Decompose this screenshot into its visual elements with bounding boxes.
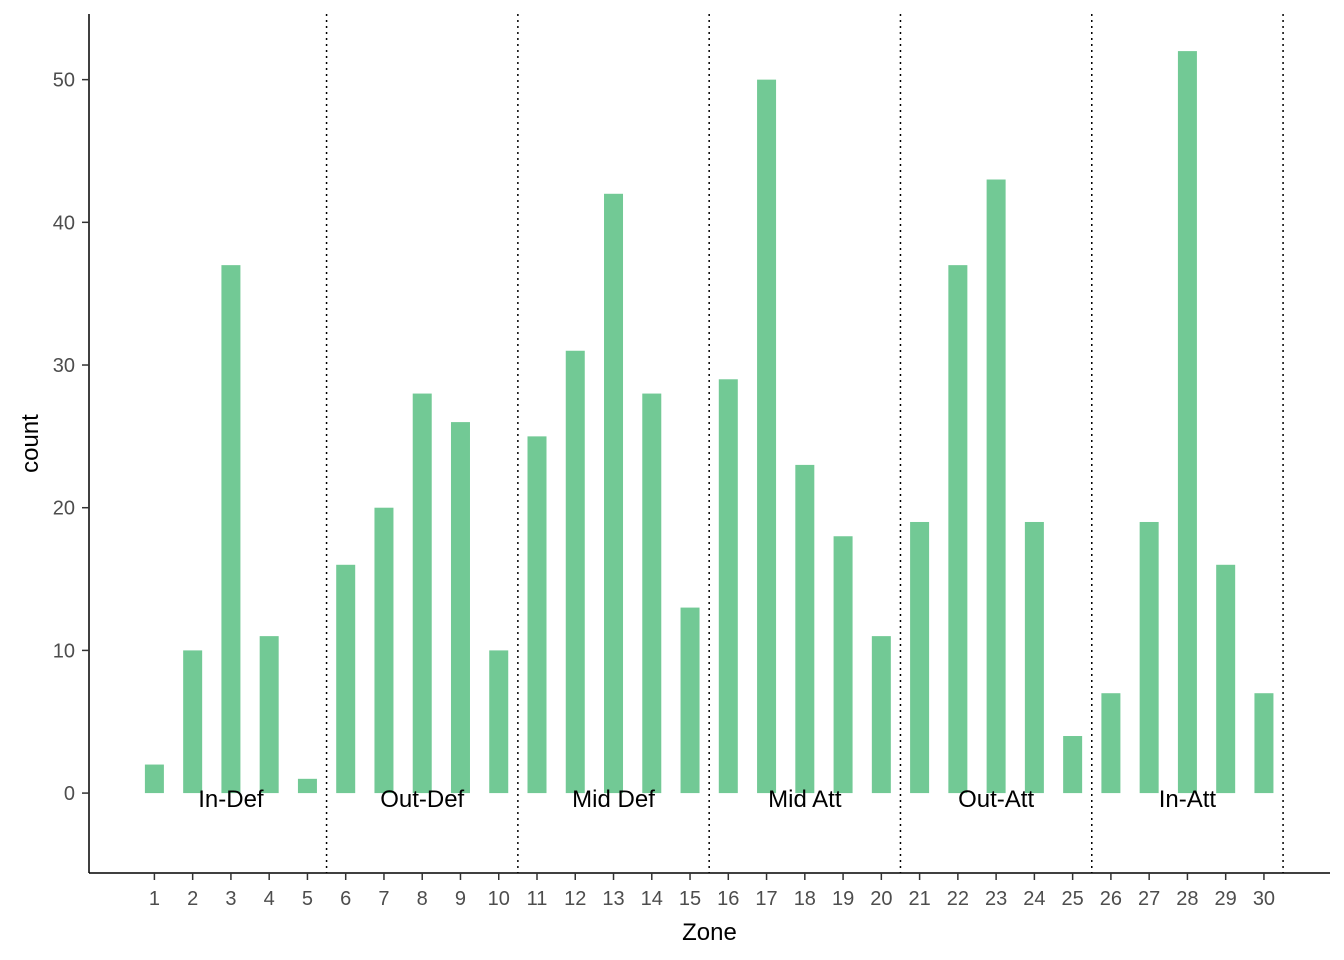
x-tick-label: 19 [832,888,854,910]
region-labels: In-Def Out-Def Mid Def Mid Att Out-Att In-Att [198,786,1216,813]
bar-zone-1 [144,764,164,794]
x-tick-label: 3 [225,888,236,910]
bar-zone-23 [986,179,1006,794]
bar-zone-14 [642,393,662,794]
x-tick-label: 10 [488,888,510,910]
region-label-2: Out-Def [380,786,464,813]
x-tick-label: 16 [717,888,739,910]
x-tick-label: 8 [417,888,428,910]
x-axis-ticks: 1 2 3 4 5 6 7 8 9 10 11 12 13 14 15 16 17 18 19 20 21 22 23 24 2… [149,873,1275,910]
bar-zone-4 [259,636,279,794]
bar-zone-2 [183,650,203,794]
x-tick-label: 25 [1062,888,1084,910]
x-tick-label: 28 [1176,888,1198,910]
x-tick-label: 14 [641,888,663,910]
bar-zone-25 [1063,736,1083,794]
bar-zone-7 [374,507,394,794]
y-tick-label: 40 [53,212,75,234]
x-tick-label: 21 [908,888,930,910]
region-label-6: In-Att [1159,786,1217,813]
x-tick-label: 24 [1023,888,1045,910]
bar-zone-21 [910,521,930,794]
bar-zone-27 [1139,521,1159,794]
x-tick-label: 7 [378,888,389,910]
y-axis-ticks: 0 10 20 30 40 50 [53,70,89,805]
x-tick-label: 29 [1215,888,1237,910]
bar-zone-26 [1101,693,1121,794]
bar-zone-10 [489,650,509,794]
x-tick-label: 9 [455,888,466,910]
y-tick-label: 30 [53,355,75,377]
bar-zone-5 [297,778,317,794]
x-tick-label: 2 [187,888,198,910]
bar-zone-28 [1177,51,1197,794]
y-tick-label: 10 [53,640,75,662]
x-tick-label: 6 [340,888,351,910]
bar-zone-20 [871,636,891,794]
x-tick-label: 5 [302,888,313,910]
x-tick-label: 17 [755,888,777,910]
x-tick-label: 26 [1100,888,1122,910]
bar-zone-15 [680,607,700,794]
bar-zone-29 [1216,564,1236,794]
x-tick-label: 22 [947,888,969,910]
bar-zone-3 [221,265,241,794]
x-tick-label: 4 [264,888,275,910]
x-axis-title: Zone [682,919,737,946]
region-label-5: Out-Att [958,786,1034,813]
bar-zone-17 [757,79,777,794]
y-tick-label: 50 [53,70,75,92]
bar-zone-30 [1254,693,1274,794]
bar-zone-24 [1024,521,1044,794]
x-tick-label: 11 [527,888,548,910]
bar-zone-19 [833,536,853,794]
bars [144,51,1274,794]
region-label-1: In-Def [198,786,264,813]
x-tick-label: 13 [602,888,624,910]
x-tick-label: 30 [1253,888,1275,910]
y-tick-label: 20 [53,498,75,520]
x-tick-label: 12 [564,888,586,910]
x-tick-label: 18 [794,888,816,910]
bar-zone-8 [412,393,432,794]
bar-zone-11 [527,436,547,794]
x-tick-label: 23 [985,888,1007,910]
bar-zone-13 [604,193,624,794]
x-tick-label: 1 [149,888,160,910]
x-tick-label: 20 [870,888,892,910]
y-axis-title: count [17,414,44,473]
x-tick-label: 27 [1138,888,1160,910]
bar-zone-9 [450,422,470,794]
zone-dividers [325,14,1284,873]
y-tick-label: 0 [64,783,75,805]
bar-zone-16 [718,379,738,794]
x-tick-label: 15 [679,888,701,910]
bar-zone-22 [948,265,968,794]
bar-zone-12 [565,350,585,794]
bar-zone-6 [336,564,356,794]
region-label-4: Mid Att [768,786,842,813]
region-label-3: Mid Def [572,786,655,813]
bar-zone-18 [795,464,815,794]
